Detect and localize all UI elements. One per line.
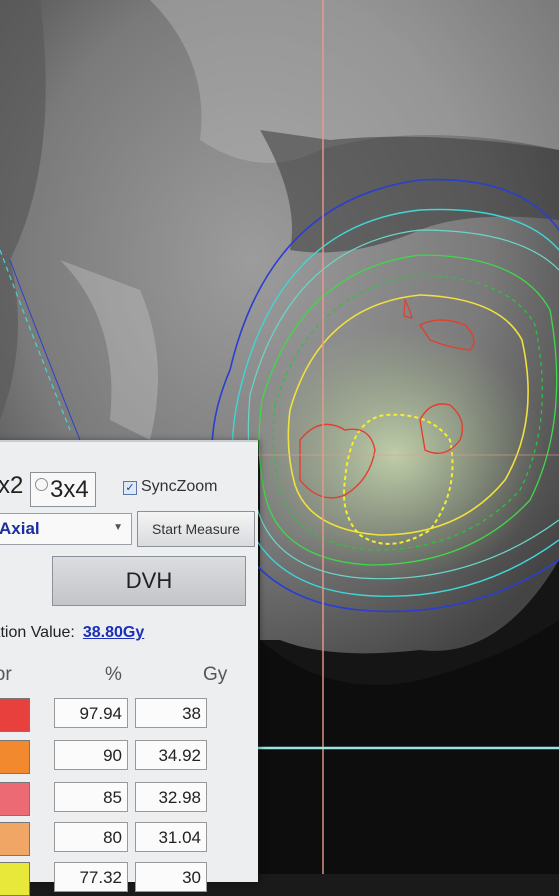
normalization-label: ization Value: bbox=[0, 624, 75, 641]
isodose-control-panel: x2 3x4 ✓ SyncZoom Axial ▼ Start Measure D… bbox=[0, 440, 258, 882]
isodose-color-swatch[interactable] bbox=[0, 862, 30, 896]
view-orientation-select[interactable]: Axial ▼ bbox=[0, 513, 132, 545]
isodose-gy-field[interactable]: 38 bbox=[135, 698, 207, 728]
layout-row: x2 3x4 ✓ SyncZoom bbox=[0, 464, 258, 504]
layout-3x4-option[interactable]: 3x4 bbox=[30, 472, 96, 507]
view-orientation-value: Axial bbox=[0, 519, 40, 539]
isodose-gy-field[interactable]: 34.92 bbox=[135, 740, 207, 770]
checkbox-checked-icon[interactable]: ✓ bbox=[123, 481, 137, 495]
isodose-color-swatch[interactable] bbox=[0, 822, 30, 856]
layout-3x4-label: 3x4 bbox=[50, 476, 89, 503]
dvh-button[interactable]: DVH bbox=[52, 556, 246, 606]
column-header-gy: Gy bbox=[203, 664, 227, 686]
isodose-color-swatch[interactable] bbox=[0, 698, 30, 732]
layout-2x2-option[interactable]: x2 bbox=[0, 472, 23, 500]
isodose-percent-field[interactable]: 80 bbox=[54, 822, 128, 852]
isodose-percent-field[interactable]: 85 bbox=[54, 782, 128, 812]
column-header-percent: % bbox=[105, 664, 122, 686]
column-header-color: olor bbox=[0, 664, 12, 686]
isodose-gy-field[interactable]: 30 bbox=[135, 862, 207, 892]
radio-icon[interactable] bbox=[35, 478, 48, 491]
isodose-gy-field[interactable]: 31.04 bbox=[135, 822, 207, 852]
normalization-row: ization Value: 38.80Gy bbox=[0, 624, 144, 642]
isodose-percent-field[interactable]: 77.32 bbox=[54, 862, 128, 892]
layout-2x2-label: x2 bbox=[0, 472, 23, 499]
isodose-gy-field[interactable]: 32.98 bbox=[135, 782, 207, 812]
synczoom-checkbox[interactable]: ✓ SyncZoom bbox=[123, 478, 217, 496]
start-measure-button[interactable]: Start Measure bbox=[137, 511, 255, 547]
normalization-value-link[interactable]: 38.80Gy bbox=[83, 624, 144, 641]
isodose-percent-field[interactable]: 90 bbox=[54, 740, 128, 770]
isodose-percent-field[interactable]: 97.94 bbox=[54, 698, 128, 728]
chevron-down-icon[interactable]: ▼ bbox=[113, 522, 123, 533]
synczoom-label: SyncZoom bbox=[141, 478, 217, 495]
isodose-color-swatch[interactable] bbox=[0, 740, 30, 774]
isodose-color-swatch[interactable] bbox=[0, 782, 30, 816]
